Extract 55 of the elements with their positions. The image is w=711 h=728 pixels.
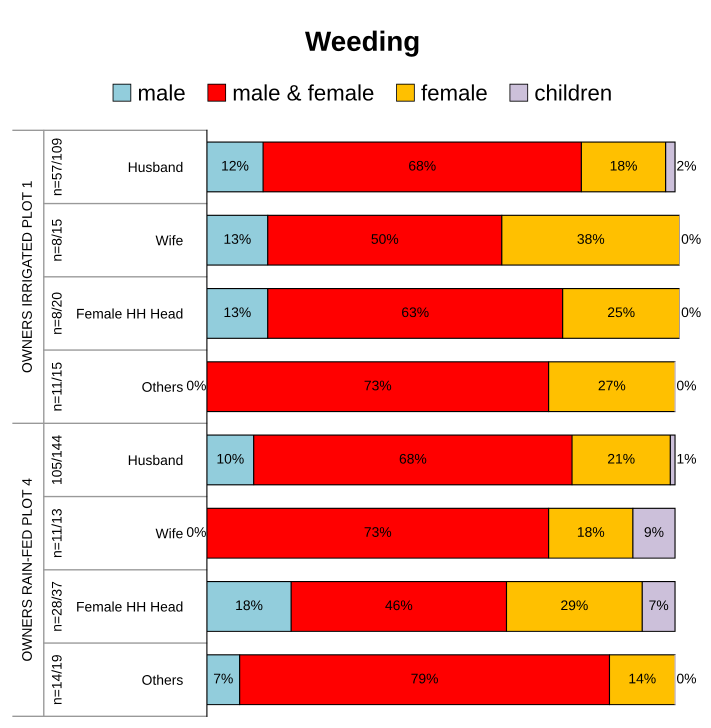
legend-label: male <box>138 84 185 101</box>
data-label: 18% <box>610 160 637 171</box>
data-label: 7% <box>214 674 233 684</box>
data-label: 0% <box>682 234 701 244</box>
text: n=57/109 <box>51 138 62 196</box>
text: OWNERS RAIN-FED PLOT 4 <box>22 478 32 661</box>
data-label: 27% <box>598 380 626 390</box>
data-label: 9% <box>644 527 664 537</box>
text: n=8/20 <box>51 292 62 334</box>
data-label: 7% <box>649 600 668 610</box>
text: n=11/15 <box>51 362 62 411</box>
legend-label: children <box>535 84 611 101</box>
y-tick-label: Wife <box>156 528 183 538</box>
data-label: 12% <box>222 160 248 171</box>
text: n=8/15 <box>51 219 62 261</box>
y-tick-label: Others <box>142 674 183 685</box>
data-label: 0% <box>682 307 701 318</box>
text: n=28/37 <box>51 582 62 631</box>
y-tick-label: Wife <box>156 235 183 246</box>
data-label: 13% <box>224 234 251 244</box>
text: OWNERS IRRIGATED PLOT 1 <box>22 181 32 372</box>
data-label: 73% <box>364 527 392 537</box>
data-label: 46% <box>385 600 412 610</box>
data-label: 0% <box>186 527 206 537</box>
data-label: 10% <box>217 454 244 464</box>
data-label: 68% <box>409 160 436 171</box>
y-tick-label: Female HH Head <box>77 308 182 319</box>
text: 105/144 <box>51 435 62 484</box>
data-label: 14% <box>629 674 656 684</box>
y-tick-label: Husband <box>128 454 182 466</box>
data-label: 50% <box>371 234 398 244</box>
y-tick-label: Husband <box>128 162 182 172</box>
data-label: 18% <box>578 527 604 537</box>
chart-title: Weeding <box>305 30 418 57</box>
data-label: 29% <box>561 600 588 610</box>
y-tick-label: Female HH Head <box>77 601 182 612</box>
data-label: 2% <box>677 160 696 171</box>
data-label: 38% <box>577 234 604 244</box>
data-label: 0% <box>676 674 696 684</box>
data-label: 73% <box>364 380 392 390</box>
text: n=11/13 <box>51 509 62 558</box>
data-label: 79% <box>411 674 438 684</box>
legend-label: male & female <box>234 84 374 101</box>
data-label: 25% <box>608 307 635 318</box>
data-label: 68% <box>400 454 426 464</box>
data-label: 1% <box>678 454 696 464</box>
data-label: 0% <box>186 380 206 390</box>
text: n=14/19 <box>51 655 62 704</box>
data-label: 0% <box>676 380 696 390</box>
data-label: 63% <box>402 307 429 318</box>
data-label: 13% <box>224 307 251 318</box>
legend-label: female <box>421 84 487 101</box>
data-label: 21% <box>608 454 635 464</box>
data-label: 18% <box>236 600 262 610</box>
y-tick-label: Others <box>142 382 183 392</box>
